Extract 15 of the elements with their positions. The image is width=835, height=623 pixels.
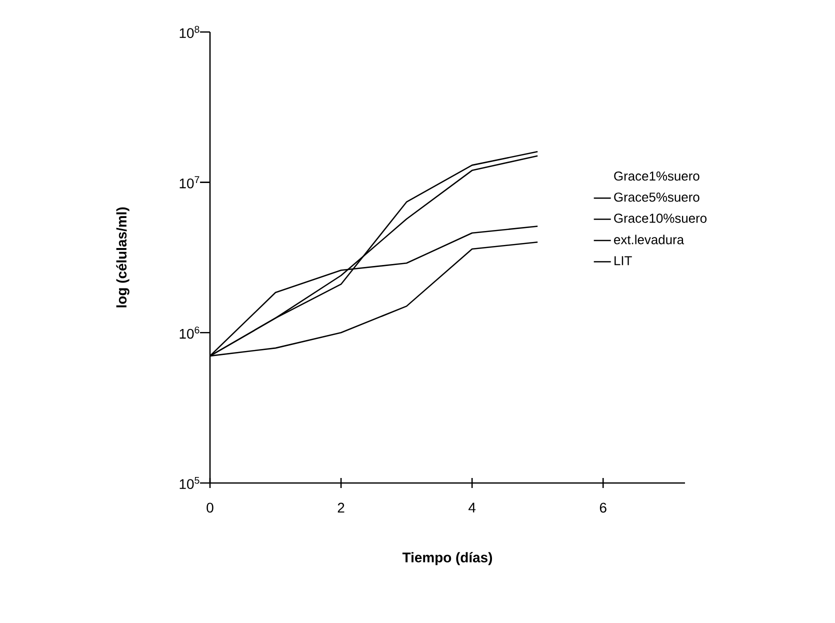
x-tick-label: 0: [206, 502, 214, 513]
legend-label: LIT: [614, 256, 632, 266]
y-tick-label: 10$^{8}$: [180, 26, 200, 38]
x-axis-title: Tiempo (días): [402, 552, 492, 566]
y-tick-label: 10$^{5}$: [180, 476, 200, 490]
x-tick-label: 6: [600, 502, 606, 513]
legend-label: Grace10%suero: [614, 214, 707, 223]
y-tick-label: 10$^{7}$: [180, 176, 200, 188]
x-tick-label: 4: [468, 502, 476, 512]
y-tick-label: 10$^{6}$: [180, 326, 200, 339]
x-tick-label: 2: [338, 502, 344, 512]
legend-label: Grace5%suero: [614, 192, 700, 202]
legend-label: ext.levadura: [614, 234, 684, 244]
y-axis-title: log (células/ml): [116, 207, 130, 308]
text: Grace1%suero: [614, 171, 700, 181]
